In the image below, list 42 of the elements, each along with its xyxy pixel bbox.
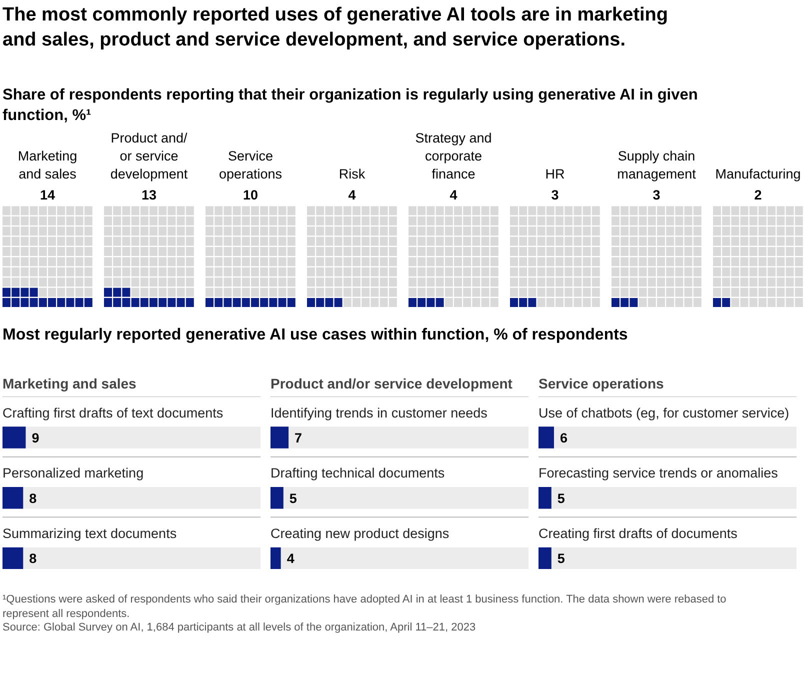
chart-title: Product and/or service development (270, 376, 513, 392)
category-label: Creating first drafts of documents (538, 526, 738, 541)
text: ¹Questions were asked of respondents who said their organizations have adopted AI in at least 1 business function. The data shown were rebased to represent all respondents. (2, 594, 726, 620)
data-label: 10 (242, 188, 258, 202)
category-label: Risk (338, 166, 366, 182)
text: The most commonly reported uses of generative AI tools are in marketing and sales, product and service development, and service operations. (2, 4, 668, 51)
data-label: 6 (560, 430, 568, 446)
data-label: 5 (289, 490, 298, 506)
data-label: 4 (286, 551, 295, 566)
data-label: 4 (450, 188, 458, 202)
data-label: 13 (141, 188, 157, 202)
data-label: 2 (754, 188, 762, 202)
text: Share of respondents reporting that their organization is regularly using generative AI in given function, %¹ (2, 86, 698, 124)
category-label: Supply chain management (617, 148, 696, 182)
text: Most regularly reported generative AI use cases within function, % of respondents (2, 326, 628, 344)
data-label: 8 (29, 551, 38, 566)
category-label: Marketing and sales (18, 148, 78, 182)
source-note: Source: Global Survey on AI, 1,684 participants at all levels of the organization, April 11–21, 2023 (2, 622, 476, 634)
chart-title: Marketing and sales (2, 376, 137, 392)
category-label: Personalized marketing (2, 466, 144, 481)
category-label: Drafting technical documents (270, 466, 445, 481)
data-label: 8 (29, 490, 38, 506)
category-label: Summarizing text documents (2, 526, 177, 541)
data-label: 5 (557, 551, 566, 566)
chart-title: Service operations (538, 376, 664, 392)
data-label: 7 (294, 430, 302, 446)
category-label: HR (545, 166, 565, 182)
category-label: Use of chatbots (eg, for customer service) (538, 405, 790, 420)
data-label: 4 (348, 188, 356, 202)
category-label: Creating new product designs (270, 526, 450, 541)
category-label: Product and/ or service development (110, 130, 188, 182)
category-label: Forecasting service trends or anomalies (538, 466, 778, 481)
category-label: Crafting first drafts of text documents (2, 405, 224, 420)
data-label: 5 (557, 490, 566, 506)
category-label: Manufacturing (715, 166, 801, 182)
category-label: Strategy and corporate finance (415, 130, 492, 182)
data-label: 14 (40, 188, 56, 202)
category-label: Service operations (218, 148, 282, 182)
data-label: 3 (652, 188, 661, 202)
category-label: Identifying trends in customer needs (270, 405, 488, 420)
data-label: 3 (551, 188, 560, 202)
data-label: 9 (32, 430, 40, 446)
